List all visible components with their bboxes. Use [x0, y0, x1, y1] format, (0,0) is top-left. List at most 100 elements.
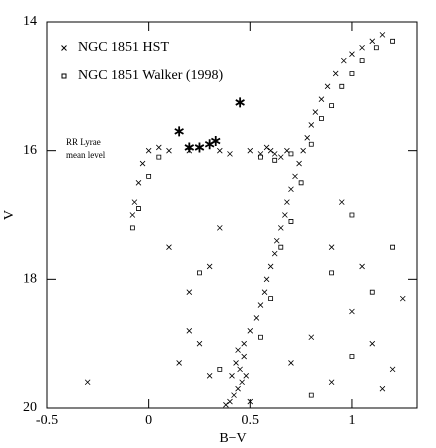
data-point	[267, 263, 274, 270]
data-point	[319, 116, 324, 121]
data-point	[196, 340, 203, 347]
data-point	[273, 237, 280, 244]
data-point	[268, 296, 274, 302]
data-point	[237, 366, 243, 373]
data-point	[129, 212, 136, 218]
data-point	[308, 392, 314, 398]
data-point	[217, 225, 223, 231]
data-point	[390, 38, 396, 44]
data-point	[145, 147, 152, 154]
data-point	[389, 366, 396, 373]
data-point	[379, 385, 386, 392]
data-point	[206, 263, 213, 270]
data-point	[258, 334, 263, 340]
legend-label: NGC 1851 Walker (1998)	[78, 68, 224, 83]
data-point	[247, 147, 254, 154]
data-point	[308, 122, 315, 128]
data-point	[263, 144, 270, 151]
data-point	[217, 147, 223, 154]
data-point	[184, 142, 195, 153]
data-point	[239, 379, 245, 386]
data-point	[206, 373, 213, 379]
data-point	[328, 379, 335, 386]
data-point	[84, 379, 91, 386]
data-point	[390, 244, 396, 250]
data-point	[373, 45, 379, 51]
data-point	[324, 83, 331, 90]
data-point	[329, 103, 335, 109]
y-tick-label: 20	[23, 400, 37, 415]
annotation: RR Lyrae	[66, 137, 101, 147]
data-point	[204, 139, 215, 150]
data-point	[235, 97, 245, 108]
data-point	[217, 367, 223, 372]
data-point	[247, 328, 254, 334]
data-point	[359, 58, 365, 63]
data-point	[329, 270, 335, 276]
data-point	[308, 141, 314, 147]
data-point	[338, 199, 345, 205]
data-point	[328, 244, 335, 250]
data-point	[341, 57, 347, 64]
data-point	[379, 32, 386, 38]
data-point	[288, 151, 294, 157]
data-point	[186, 289, 193, 295]
data-point	[308, 334, 315, 341]
y-tick-label: 18	[23, 272, 37, 287]
data-point	[136, 206, 141, 211]
data-point	[131, 199, 138, 205]
data-point	[369, 289, 375, 295]
x-axis-label: B−V	[219, 431, 246, 446]
data-point	[278, 244, 284, 250]
data-point	[349, 354, 355, 359]
data-point	[235, 385, 241, 392]
y-axis-label: V	[2, 210, 17, 220]
data-point	[288, 186, 294, 193]
data-point	[176, 360, 182, 366]
data-point	[288, 219, 294, 224]
data-point	[166, 244, 172, 250]
data-point	[156, 144, 162, 151]
data-point	[267, 147, 274, 154]
data-point	[146, 174, 152, 179]
data-point	[227, 398, 233, 405]
data-point	[399, 295, 406, 302]
data-point	[139, 160, 146, 167]
data-point	[241, 353, 247, 360]
data-point	[235, 347, 241, 353]
data-point	[253, 315, 260, 321]
data-point	[359, 263, 365, 270]
data-point	[284, 199, 290, 205]
data-point	[243, 373, 250, 379]
data-point	[247, 398, 254, 405]
data-point	[300, 147, 306, 154]
x-tick-label: 0.5	[242, 413, 260, 428]
data-point	[332, 70, 339, 77]
x-tick-label: -0.5	[36, 413, 58, 428]
data-point	[312, 109, 319, 115]
data-point	[339, 83, 345, 89]
data-point	[271, 151, 278, 157]
data-point	[349, 71, 355, 76]
data-point	[296, 160, 302, 167]
data-point	[129, 225, 135, 231]
data-point	[278, 154, 284, 160]
data-point	[349, 212, 355, 218]
data-point	[197, 270, 202, 276]
data-point	[135, 180, 142, 186]
data-point	[156, 154, 162, 160]
data-point	[241, 340, 247, 347]
data-point	[166, 147, 172, 154]
data-point	[258, 154, 263, 160]
data-point	[227, 151, 233, 157]
data-point	[359, 44, 365, 51]
legend-label: NGC 1851 HST	[78, 40, 169, 55]
legend-marker	[61, 73, 67, 79]
data-point	[304, 135, 311, 141]
data-point	[223, 402, 229, 408]
data-point	[369, 340, 376, 347]
x-tick-label: 0	[145, 413, 152, 428]
y-tick-label: 16	[23, 143, 37, 158]
plot-frame	[46, 21, 418, 409]
